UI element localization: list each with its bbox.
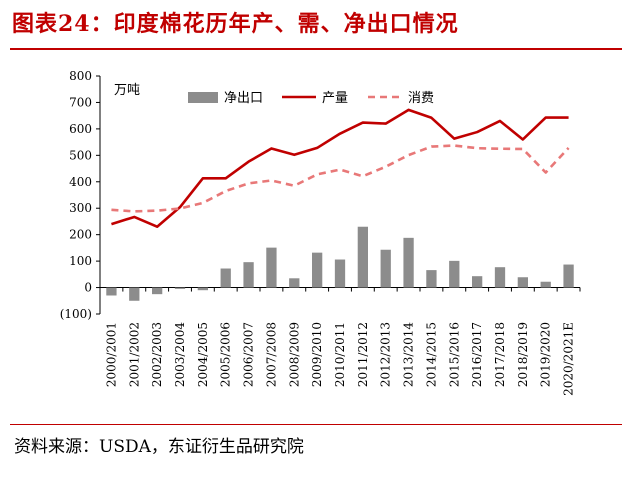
bar-net-export xyxy=(152,287,163,295)
bar-net-export xyxy=(403,237,414,288)
bar-series-net-export xyxy=(106,226,574,301)
bar-net-export xyxy=(334,259,346,288)
x-tick-label: 2015/2016 xyxy=(447,322,461,387)
y-tick-label: 600 xyxy=(69,122,92,136)
line-production xyxy=(111,108,569,229)
x-tick-label: 2006/2007 xyxy=(242,322,256,387)
x-tick-label: 2010/2011 xyxy=(333,322,347,387)
title-rule xyxy=(10,48,622,50)
y-axis-tick-labels: 800 700 600 500 400 300 200 100 0 (100) xyxy=(60,69,92,321)
x-tick-label: 2001/2002 xyxy=(127,322,141,387)
x-tick-label: 2019/2020 xyxy=(539,322,553,387)
x-tick-label: 2013/2014 xyxy=(402,322,416,387)
bar-net-export xyxy=(540,281,551,288)
y-tick-label: 300 xyxy=(69,201,92,215)
source-rule xyxy=(10,424,622,425)
x-tick-label: 2007/2008 xyxy=(264,322,278,387)
bar-net-export xyxy=(312,252,323,288)
bar-net-export xyxy=(494,267,506,288)
x-tick-label: 2005/2006 xyxy=(219,322,233,387)
x-axis-tick-labels: 2000/2001 2001/2002 2002/2003 2003/2004 2004… xyxy=(104,322,575,396)
legend-swatch xyxy=(188,92,218,103)
bar-net-export xyxy=(563,264,574,288)
x-tick-label: 2003/2004 xyxy=(173,322,187,387)
y-tick-label: 200 xyxy=(69,228,92,242)
y-tick-label: (100) xyxy=(60,307,92,321)
bar-net-export xyxy=(106,287,117,296)
x-tick-label: 2009/2010 xyxy=(310,322,324,387)
bar-net-export xyxy=(449,260,460,288)
legend-label: 消费 xyxy=(408,91,434,106)
x-tick-label: 2012/2013 xyxy=(379,322,393,387)
line-series xyxy=(111,108,570,229)
bar-net-export xyxy=(289,278,300,288)
x-tick-label: 2016/2017 xyxy=(470,322,484,387)
legend-production: 产量 xyxy=(282,91,348,106)
bar-net-export xyxy=(426,270,437,288)
bar-net-export xyxy=(380,249,391,288)
bar-net-export xyxy=(517,277,528,288)
figure-title: 图表24：印度棉花历年产、需、净出口情况 xyxy=(12,11,459,37)
x-tick-label: 2011/2012 xyxy=(356,322,370,387)
x-tick-label: 2000/2001 xyxy=(104,322,118,387)
x-tick-label: 2008/2009 xyxy=(287,322,301,387)
bar-net-export xyxy=(266,247,277,288)
y-tick-label: 500 xyxy=(69,148,92,162)
unit-label: 万吨 xyxy=(114,83,140,98)
bar-net-export xyxy=(129,287,140,301)
bar-net-export xyxy=(220,268,231,288)
y-tick-label: 0 xyxy=(84,281,92,295)
y-tick-label: 100 xyxy=(69,254,92,268)
x-tick-label: 2017/2018 xyxy=(493,322,507,387)
legend: 净出口 产量 消费 xyxy=(188,91,434,106)
bar-net-export xyxy=(197,287,208,291)
x-tick-label: 2014/2015 xyxy=(424,322,438,387)
y-tick-label: 800 xyxy=(69,69,92,83)
bar-net-export xyxy=(243,262,254,288)
source-note: 资料来源：USDA，东证衍生品研究院 xyxy=(14,437,304,457)
legend-label: 产量 xyxy=(322,91,348,106)
line-consumption xyxy=(111,144,570,213)
y-tick-label: 400 xyxy=(69,175,92,189)
x-tick-label: 2018/2019 xyxy=(516,322,530,387)
legend-label: 净出口 xyxy=(224,91,263,106)
x-tick-label: 2020/2021E xyxy=(562,322,576,396)
bar-net-export xyxy=(174,287,186,289)
bar-net-export xyxy=(357,226,368,288)
legend-consumption: 消费 xyxy=(368,91,434,106)
x-tick-label: 2002/2003 xyxy=(150,322,164,387)
legend-net-export: 净出口 xyxy=(188,91,263,106)
bar-net-export xyxy=(472,276,483,288)
x-tick-label: 2004/2005 xyxy=(196,322,210,387)
y-tick-label: 700 xyxy=(69,95,92,109)
